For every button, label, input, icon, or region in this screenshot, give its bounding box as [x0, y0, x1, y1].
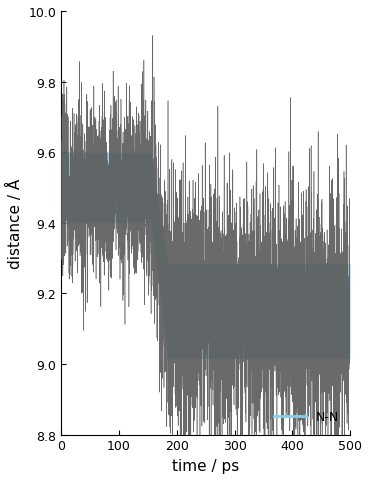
Y-axis label: distance / Å: distance / Å [7, 178, 23, 268]
X-axis label: time / ps: time / ps [172, 458, 239, 473]
Legend: N-N: N-N [269, 406, 344, 429]
